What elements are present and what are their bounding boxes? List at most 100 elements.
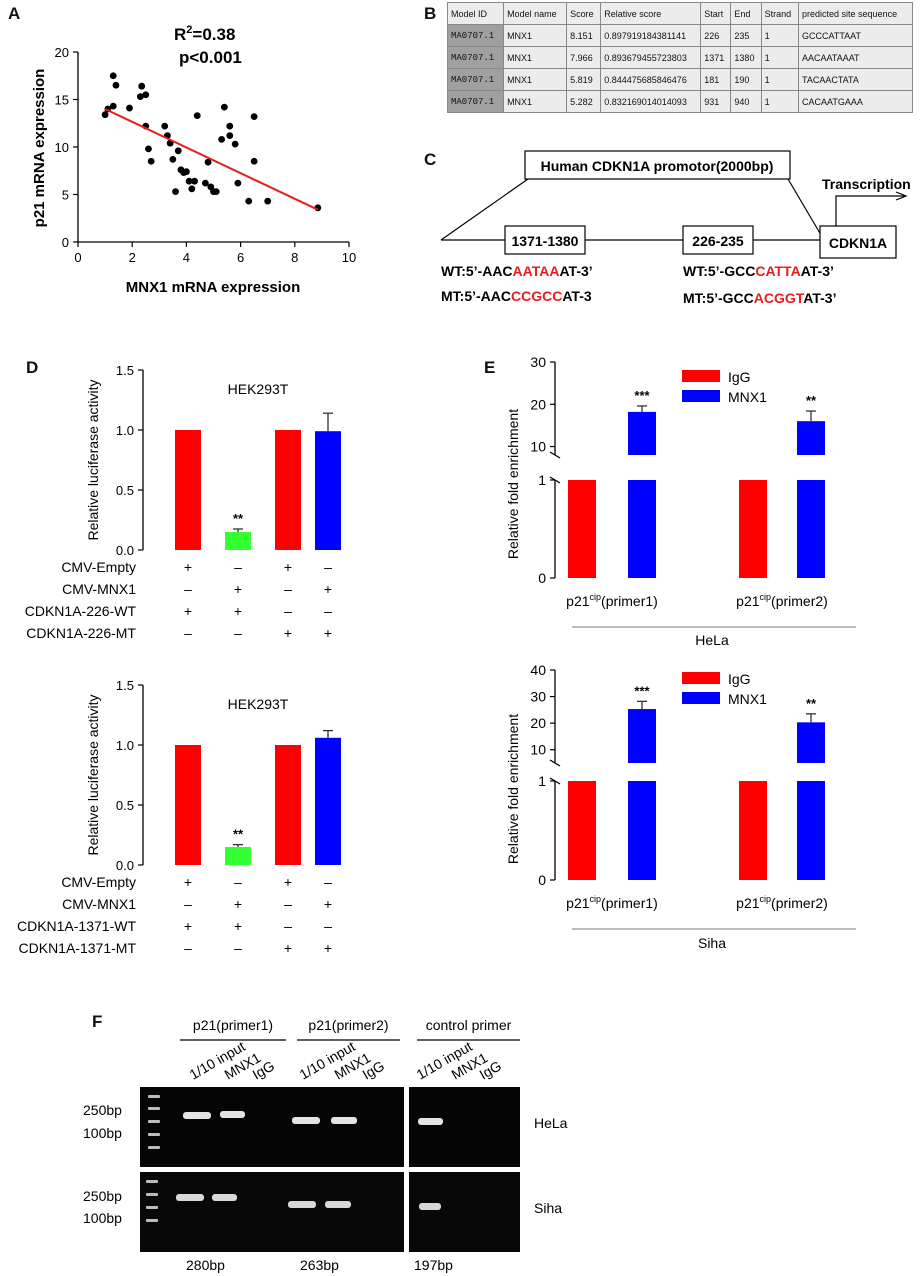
table-cell: 1380 — [730, 46, 762, 69]
bar — [315, 737, 341, 865]
dna-band — [418, 1118, 443, 1125]
promoter-label: Human CDKN1A promotor(2000bp) — [541, 158, 774, 174]
panel-label-e: E — [484, 358, 496, 377]
ladder-band — [148, 1120, 160, 1123]
promoter-zoom-left — [440, 178, 529, 241]
ladder-band — [146, 1180, 158, 1183]
ladder-band — [148, 1107, 160, 1110]
significance-label: *** — [634, 683, 650, 698]
y-tick-label: 0 — [538, 570, 546, 586]
y-tick-label: 20 — [55, 45, 69, 60]
scatter-point — [145, 145, 152, 153]
amplicon-size-label: 263bp — [300, 1257, 339, 1273]
condition-sign: – — [184, 896, 192, 912]
table-cell: MNX1 — [503, 90, 568, 113]
scatter-point — [204, 158, 212, 166]
cell-line-label: Siha — [534, 1200, 562, 1216]
table-cell: 0.832169014014093 — [600, 90, 702, 113]
scatter-point — [234, 179, 242, 187]
x-tick-label: 8 — [291, 250, 298, 265]
scatter-point — [112, 81, 120, 89]
condition-sign: – — [234, 559, 242, 575]
chart-title: HEK293T — [228, 696, 289, 712]
y-axis-label: Relative luciferase activity — [85, 694, 101, 855]
scatter-point — [193, 112, 201, 120]
dna-band — [220, 1111, 245, 1118]
condition-label: CDKN1A-1371-MT — [19, 940, 137, 956]
bar-lower-segment — [628, 480, 656, 578]
gel-siha-left — [140, 1172, 404, 1252]
panel-label-a: A — [8, 4, 21, 23]
scatter-point — [126, 104, 133, 112]
significance-label: *** — [634, 388, 650, 403]
table-row: MA0707.1 MNX1 8.151 0.897919184381141 226 235… — [446, 24, 913, 47]
primer-group-label: p21(primer2) — [308, 1017, 388, 1033]
table-row: MA0707.1 MNX1 7.966 0.893679455723803 1371 13… — [446, 46, 913, 69]
condition-label: CMV-MNX1 — [62, 896, 136, 912]
scatter-point — [191, 177, 198, 185]
condition-sign: – — [184, 940, 192, 956]
condition-sign: + — [324, 625, 332, 641]
scatter-point — [226, 132, 234, 140]
legend-swatch — [682, 390, 720, 402]
condition-sign: – — [234, 940, 242, 956]
bar — [275, 430, 301, 550]
table-cell: MNX1 — [503, 24, 568, 47]
y-tick-label: 1 — [538, 773, 546, 789]
panel-label-c: C — [424, 150, 437, 169]
scatter-point — [109, 72, 117, 80]
bar — [568, 480, 596, 578]
primer-group-label: p21(primer1) — [193, 1017, 273, 1033]
condition-label: CMV-Empty — [61, 874, 136, 890]
significance-label: ** — [806, 393, 817, 408]
condition-sign: + — [184, 918, 192, 934]
wt-sequence-226: WT:5’-GCCCATTAAT-3’ — [683, 263, 834, 279]
group-label: p21cip(primer2) — [736, 894, 828, 911]
group-label: p21cip(primer1) — [566, 894, 658, 911]
table-cell: 1 — [760, 46, 800, 69]
condition-sign: – — [324, 874, 332, 890]
transcription-arrow — [835, 195, 905, 226]
condition-sign: + — [234, 918, 242, 934]
marker-label: 250bp — [83, 1188, 122, 1204]
condition-sign: + — [284, 940, 292, 956]
legend-label: MNX1 — [728, 389, 767, 405]
condition-label: CMV-MNX1 — [62, 581, 136, 597]
bar — [628, 411, 656, 455]
axis-break-mark — [549, 451, 561, 459]
bar — [628, 709, 656, 763]
condition-sign: – — [284, 581, 292, 597]
table-cell: GCCCATTAAT — [798, 24, 913, 47]
table-cell: 931 — [700, 90, 732, 113]
condition-label: CMV-Empty — [61, 559, 136, 575]
condition-label: CDKN1A-226-MT — [26, 625, 136, 641]
table-cell: AACAATAAAT — [798, 46, 913, 69]
scatter-point — [226, 122, 234, 130]
legend-swatch — [682, 692, 720, 704]
condition-sign: + — [184, 603, 192, 619]
table-row: MA0707.1 MNX1 5.282 0.832169014014093 931 940… — [446, 90, 913, 113]
table-cell: 0.893679455723803 — [600, 46, 702, 69]
bar — [175, 745, 201, 865]
condition-sign: – — [284, 918, 292, 934]
y-tick-label: 20 — [530, 396, 546, 412]
y-tick-label: 5 — [62, 188, 69, 203]
y-tick-label: 1.5 — [116, 678, 134, 693]
y-tick-label: 20 — [530, 715, 546, 731]
dna-band — [331, 1117, 357, 1124]
scatter-point — [264, 197, 272, 205]
condition-sign: + — [184, 874, 192, 890]
table-cell: 1371 — [700, 46, 732, 69]
condition-sign: + — [324, 581, 332, 597]
dna-band — [419, 1203, 441, 1210]
condition-sign: – — [324, 918, 332, 934]
scatter-point — [231, 140, 239, 148]
y-tick-label: 1.5 — [116, 363, 134, 378]
dna-band — [176, 1194, 204, 1201]
dna-band — [325, 1201, 351, 1208]
scatter-point — [188, 185, 196, 193]
group-label: p21cip(primer2) — [736, 592, 828, 609]
table-cell: 5.282 — [566, 90, 602, 113]
legend-swatch — [682, 370, 720, 382]
